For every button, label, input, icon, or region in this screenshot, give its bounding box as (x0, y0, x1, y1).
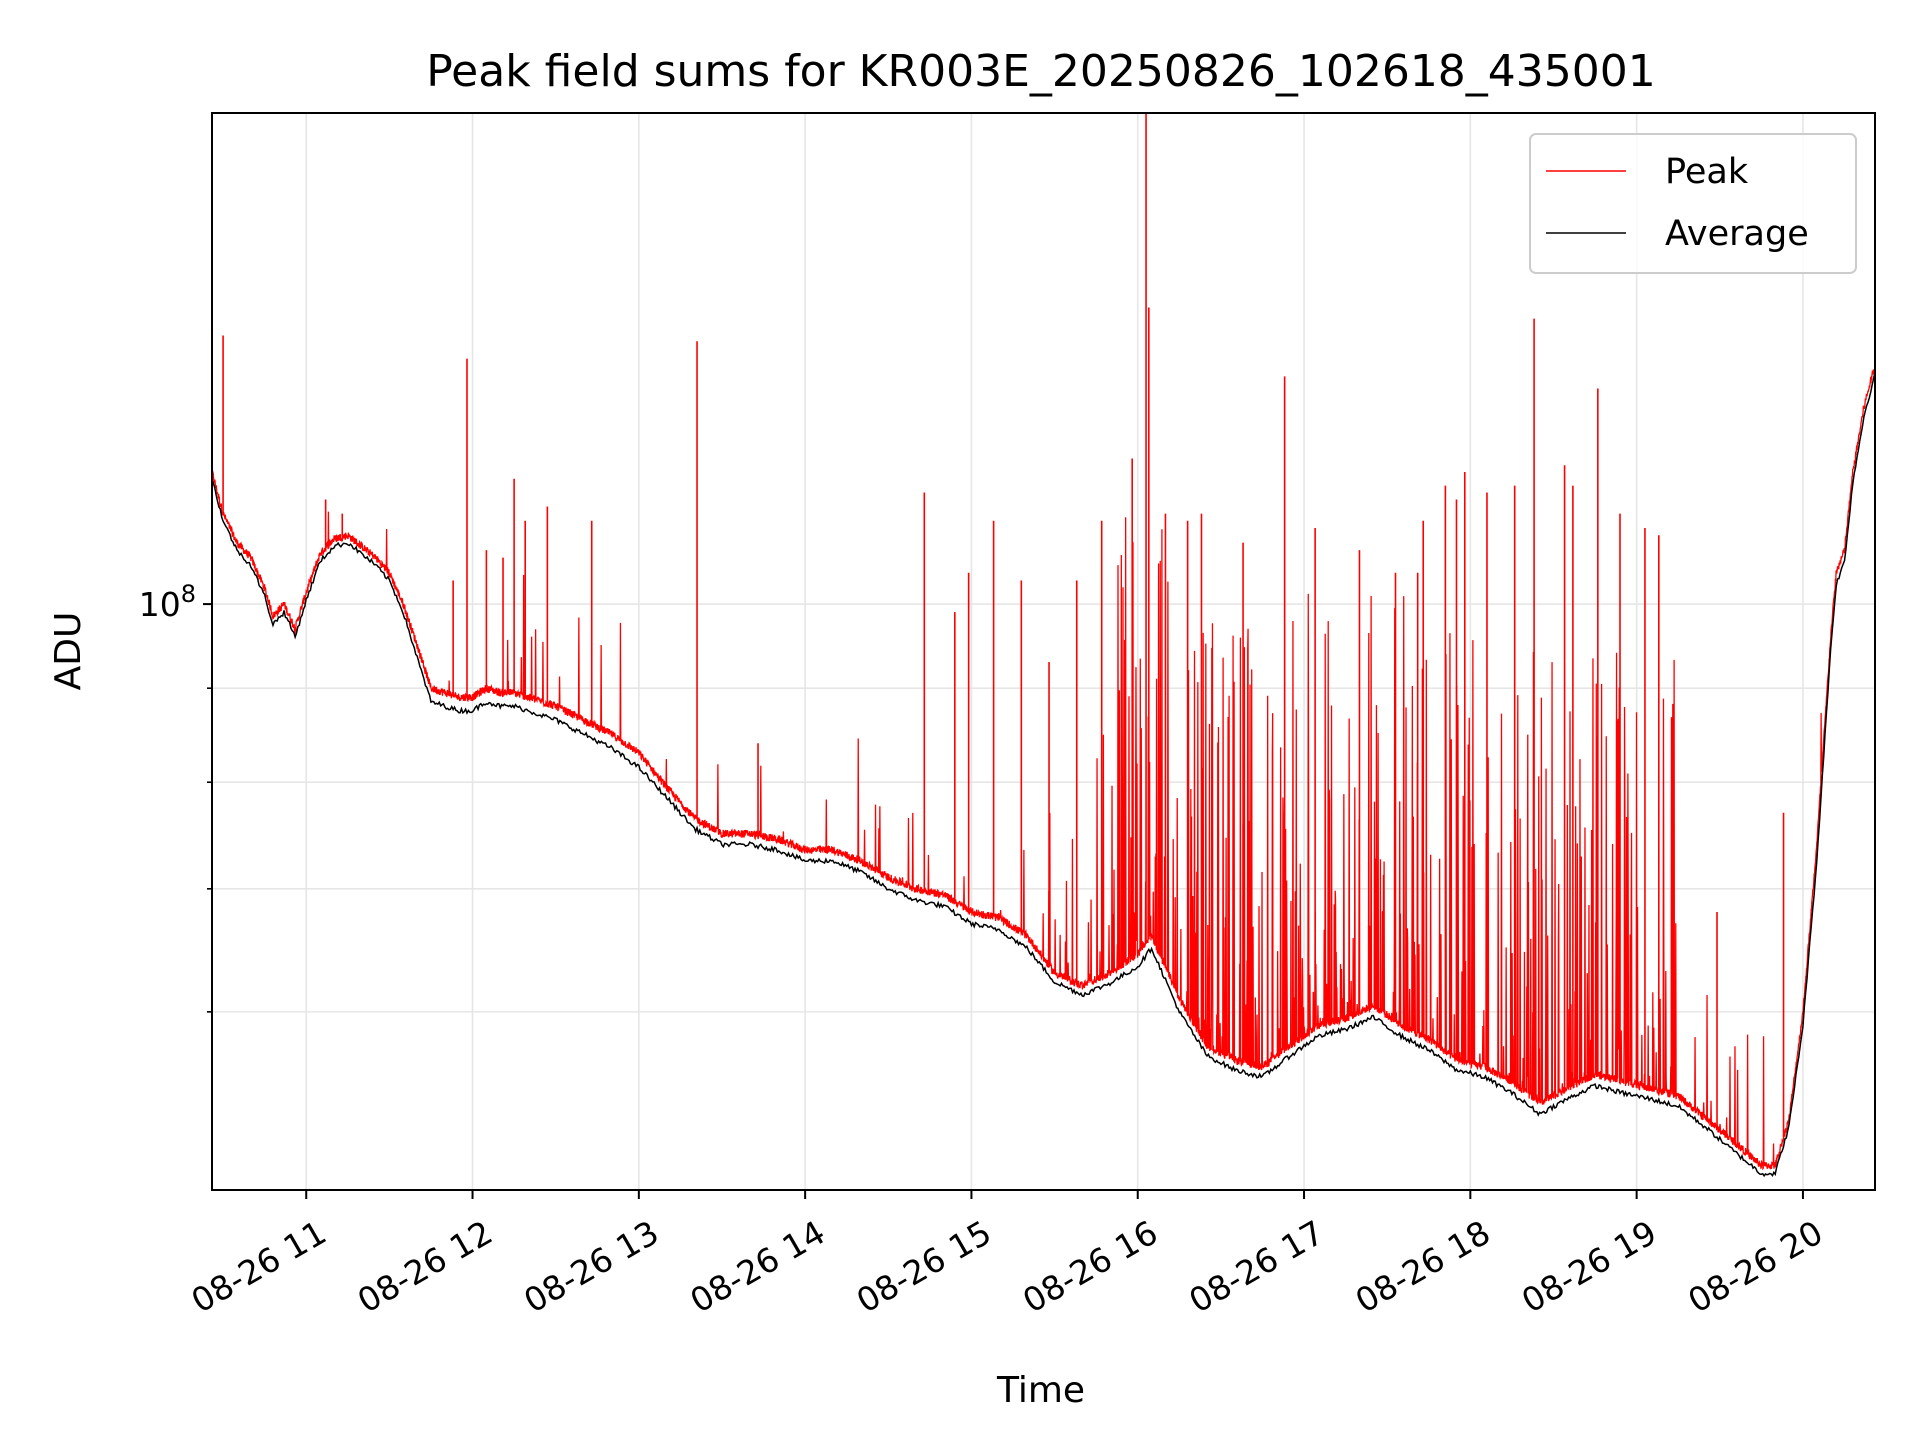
legend-label-average: Average (1665, 214, 1809, 254)
y-axis: 108 (139, 580, 212, 1013)
series-line-average (212, 371, 1875, 1178)
plot-frame (211, 112, 1876, 1191)
y-tick-label-exponent: 8 (181, 580, 196, 608)
y-axis-label: ADU (48, 612, 89, 691)
series-layer (212, 113, 1875, 1178)
legend-label-peak: Peak (1665, 152, 1749, 192)
chart-title: Peak field sums for KR003E_20250826_1026… (426, 46, 1656, 97)
series-line-peak (212, 365, 1875, 1171)
x-axis-label: Time (996, 1370, 1085, 1411)
y-tick-label-base: 10 (139, 585, 181, 624)
legend: Peak Average (1529, 133, 1857, 274)
y-tick-label: 108 (139, 580, 196, 624)
legend-box (1529, 133, 1857, 274)
